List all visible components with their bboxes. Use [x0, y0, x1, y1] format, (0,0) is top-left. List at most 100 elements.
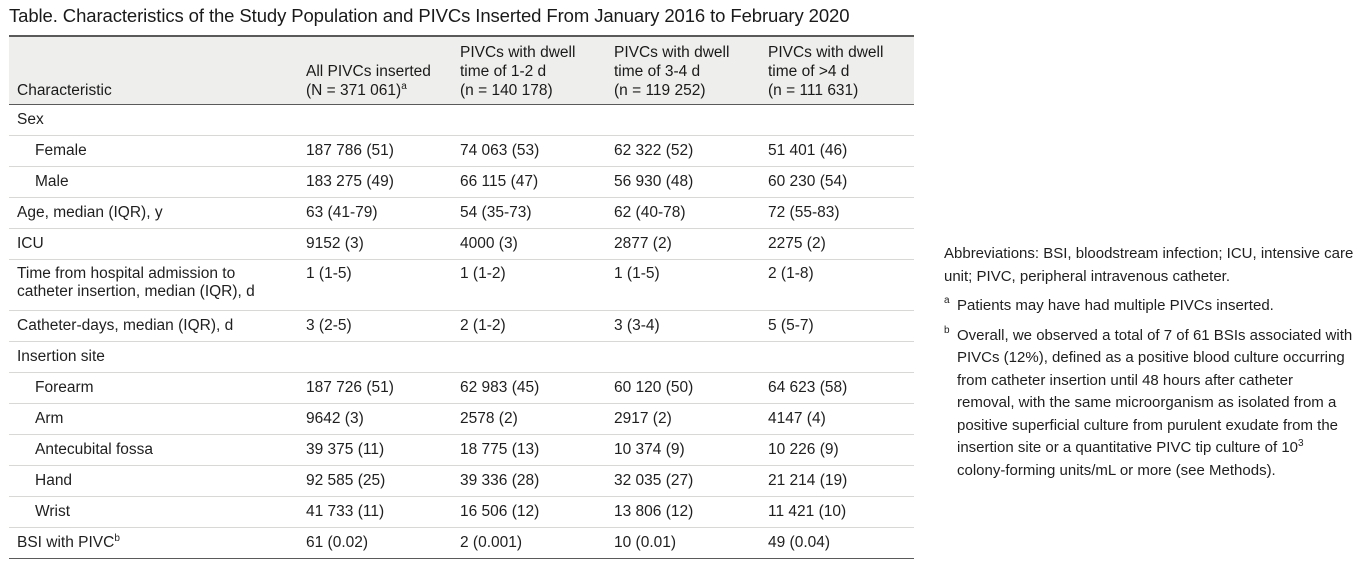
cell-1-2d: 2578 (2) [460, 410, 518, 427]
cell-gt4d: 10 226 (9) [768, 441, 839, 458]
cell-gt4d: 11 421 (10) [768, 503, 847, 520]
header-dwell-gt4d: PIVCs with dwell time of >4 d (n = 111 631… [760, 35, 914, 105]
cell-3-4d: 1 (1-5) [614, 265, 660, 282]
row-label: Forearm [35, 379, 94, 396]
cell-3-4d [606, 105, 760, 136]
table-row-female: Female 187 786 (51) 74 063 (53) 62 322 (… [9, 136, 914, 167]
cell-3-4d: 13 806 (12) [614, 503, 694, 520]
row-label: Time from hospital admission to catheter … [17, 265, 255, 300]
table-row-male: Male 183 275 (49) 66 115 (47) 56 930 (48… [9, 167, 914, 198]
table-row-catheter-days: Catheter-days, median (IQR), d 3 (2-5) 2… [9, 311, 914, 342]
cell-1-2d: 54 (35-73) [460, 204, 532, 221]
cell-gt4d: 49 (0.04) [768, 534, 831, 551]
cell-all: 9642 (3) [306, 410, 364, 427]
row-label: Male [35, 173, 69, 190]
table-header-row: Characteristic All PIVCs inserted (N = 3… [9, 35, 914, 105]
header-dwell-1-2d: PIVCs with dwell time of 1-2 d (n = 140 17… [452, 35, 606, 105]
cell-3-4d: 3 (3-4) [614, 317, 660, 334]
cell-3-4d: 62 (40-78) [614, 204, 686, 221]
cell-all: 9152 (3) [306, 235, 364, 252]
cell-1-2d: 18 775 (13) [460, 441, 540, 458]
characteristics-table-container: Characteristic All PIVCs inserted (N = 3… [9, 35, 914, 559]
cell-3-4d: 32 035 (27) [614, 472, 694, 489]
cell-all: 3 (2-5) [306, 317, 352, 334]
table-row-age: Age, median (IQR), y 63 (41-79) 54 (35-7… [9, 198, 914, 229]
footnote-b-marker: b [944, 324, 950, 336]
cell-gt4d [760, 105, 914, 136]
cell-1-2d: 62 983 (45) [460, 379, 540, 396]
cell-gt4d: 51 401 (46) [768, 142, 848, 159]
table-row-insertion-site: Insertion site [9, 342, 914, 373]
cell-gt4d: 21 214 (19) [768, 472, 848, 489]
row-label: Sex [17, 111, 44, 128]
cell-1-2d: 1 (1-2) [460, 265, 506, 282]
cell-1-2d [452, 105, 606, 136]
table-title: Table. Characteristics of the Study Popu… [9, 5, 850, 26]
table-row-hand: Hand 92 585 (25) 39 336 (28) 32 035 (27)… [9, 466, 914, 497]
row-label: Antecubital fossa [35, 441, 154, 458]
cell-all: 92 585 (25) [306, 472, 386, 489]
row-label: BSI with PIVCb [17, 532, 120, 551]
cell-gt4d: 60 230 (54) [768, 173, 848, 190]
cell-3-4d: 10 (0.01) [614, 534, 677, 551]
cell-3-4d: 62 322 (52) [614, 142, 694, 159]
cell-1-2d [452, 342, 606, 373]
cell-all: 183 275 (49) [306, 173, 394, 190]
table-notes: Abbreviations: BSI, bloodstream infectio… [944, 243, 1354, 482]
row-label: Wrist [35, 503, 71, 520]
footnote-a-ref: a [401, 80, 407, 92]
table-row-sex: Sex [9, 105, 914, 136]
cell-1-2d: 66 115 (47) [460, 173, 539, 190]
table-row-forearm: Forearm 187 726 (51) 62 983 (45) 60 120 … [9, 373, 914, 404]
footnote-b-text: Overall, we observed a total of 7 of 61 … [957, 326, 1353, 479]
table-row-antecubital-fossa: Antecubital fossa 39 375 (11) 18 775 (13… [9, 435, 914, 466]
table-row-icu: ICU 9152 (3) 4000 (3) 2877 (2) 2275 (2) [9, 229, 914, 260]
cell-1-2d: 4000 (3) [460, 235, 518, 252]
cell-3-4d: 10 374 (9) [614, 441, 685, 458]
cell-3-4d: 60 120 (50) [614, 379, 694, 396]
table-row-bsi-with-pivc: BSI with PIVCb 61 (0.02) 2 (0.001) 10 (0… [9, 528, 914, 559]
cell-1-2d: 74 063 (53) [460, 142, 540, 159]
footnote-a: a Patients may have had multiple PIVCs i… [944, 295, 1354, 318]
abbreviations-note: Abbreviations: BSI, bloodstream infectio… [944, 245, 1354, 285]
row-label: Arm [35, 410, 64, 427]
row-label: Age, median (IQR), y [17, 204, 163, 221]
footnote-b: b Overall, we observed a total of 7 of 6… [944, 325, 1354, 483]
footnote-a-text: Patients may have had multiple PIVCs ins… [957, 297, 1274, 314]
row-label: Hand [35, 472, 73, 489]
cell-gt4d: 2275 (2) [768, 235, 826, 252]
cell-gt4d: 2 (1-8) [768, 265, 814, 282]
table-row-arm: Arm 9642 (3) 2578 (2) 2917 (2) 4147 (4) [9, 404, 914, 435]
cell-all: 61 (0.02) [306, 534, 369, 551]
cell-all [298, 105, 452, 136]
cell-1-2d: 39 336 (28) [460, 472, 540, 489]
row-label: Insertion site [17, 348, 105, 365]
cell-all: 1 (1-5) [306, 265, 352, 282]
cell-3-4d: 56 930 (48) [614, 173, 694, 190]
cell-gt4d: 5 (5-7) [768, 317, 814, 334]
footnote-a-marker: a [944, 295, 950, 306]
cell-all: 187 786 (51) [306, 142, 394, 159]
cell-gt4d [760, 342, 914, 373]
header-all-pivcs: All PIVCs inserted (N = 371 061)a [298, 35, 452, 105]
header-dwell-3-4d: PIVCs with dwell time of 3-4 d (n = 119 25… [606, 35, 760, 105]
characteristics-table: Characteristic All PIVCs inserted (N = 3… [9, 35, 914, 559]
table-row-time-to-insertion: Time from hospital admission to catheter … [9, 260, 914, 311]
cell-1-2d: 16 506 (12) [460, 503, 540, 520]
cell-all: 41 733 (11) [306, 503, 385, 520]
header-characteristic: Characteristic [9, 35, 298, 105]
row-label: ICU [17, 235, 44, 252]
row-label: Female [35, 142, 87, 159]
cell-all: 187 726 (51) [306, 379, 394, 396]
cell-3-4d [606, 342, 760, 373]
cell-1-2d: 2 (1-2) [460, 317, 506, 334]
cell-3-4d: 2877 (2) [614, 235, 672, 252]
table-row-wrist: Wrist 41 733 (11) 16 506 (12) 13 806 (12… [9, 497, 914, 528]
cell-all: 39 375 (11) [306, 441, 385, 458]
cell-gt4d: 72 (55-83) [768, 204, 840, 221]
cell-all [298, 342, 452, 373]
footnote-b-ref: b [114, 532, 120, 544]
row-label: Catheter-days, median (IQR), d [17, 317, 234, 334]
cell-all: 63 (41-79) [306, 204, 378, 221]
cell-3-4d: 2917 (2) [614, 410, 672, 427]
